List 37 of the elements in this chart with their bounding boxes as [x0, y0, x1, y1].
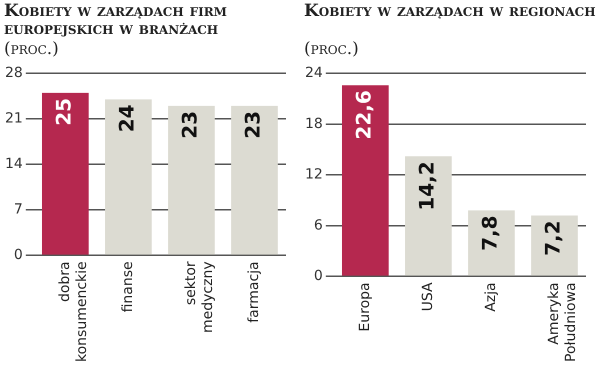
x-tick-label: Ameryka Południowa: [546, 282, 579, 362]
data-label: 14,2: [414, 161, 439, 211]
data-label: 7,8: [478, 215, 502, 251]
x-tick-label: Europa: [356, 282, 373, 332]
y-tick-label: 12: [304, 166, 323, 183]
y-tick-label: 6: [314, 217, 323, 234]
data-label: 24: [114, 104, 139, 132]
data-label: 23: [240, 110, 265, 139]
x-tick-label: finanse: [120, 261, 136, 312]
chart-title: Kobiety w zarządach w regionach: [303, 0, 597, 23]
x-tick-label: farmacja: [246, 261, 262, 323]
data-label: 7,2: [540, 220, 565, 256]
y-tick-label: 21: [4, 110, 23, 127]
x-tick-label: dobra konsumenckie: [56, 261, 90, 362]
y-tick-label: 0: [14, 246, 23, 263]
chart-subtitle: (proc.): [303, 39, 360, 61]
x-tick-label: Azja: [483, 282, 500, 312]
x-tick-label: USA: [420, 282, 436, 312]
bar: [531, 215, 578, 276]
y-tick-label: 18: [304, 116, 323, 132]
data-label: 23: [178, 110, 202, 139]
bar: [468, 210, 515, 276]
y-tick-label: 24: [304, 65, 323, 82]
y-tick-label: 14: [4, 156, 23, 172]
y-tick-label: 7: [14, 202, 23, 218]
bar: [342, 85, 389, 276]
chart-subtitle: (proc.): [3, 39, 60, 61]
y-tick-label: 0: [314, 268, 323, 284]
bar: [105, 99, 152, 255]
data-label: 25: [52, 98, 76, 126]
chart-title: Kobiety w zarządach firm europejskich w branżach: [3, 0, 228, 40]
bar: [405, 156, 452, 276]
bar: [231, 106, 278, 255]
data-label: 22,6: [352, 90, 376, 140]
y-tick-label: 28: [4, 65, 23, 82]
bar: [168, 106, 215, 255]
bar: [42, 92, 89, 255]
